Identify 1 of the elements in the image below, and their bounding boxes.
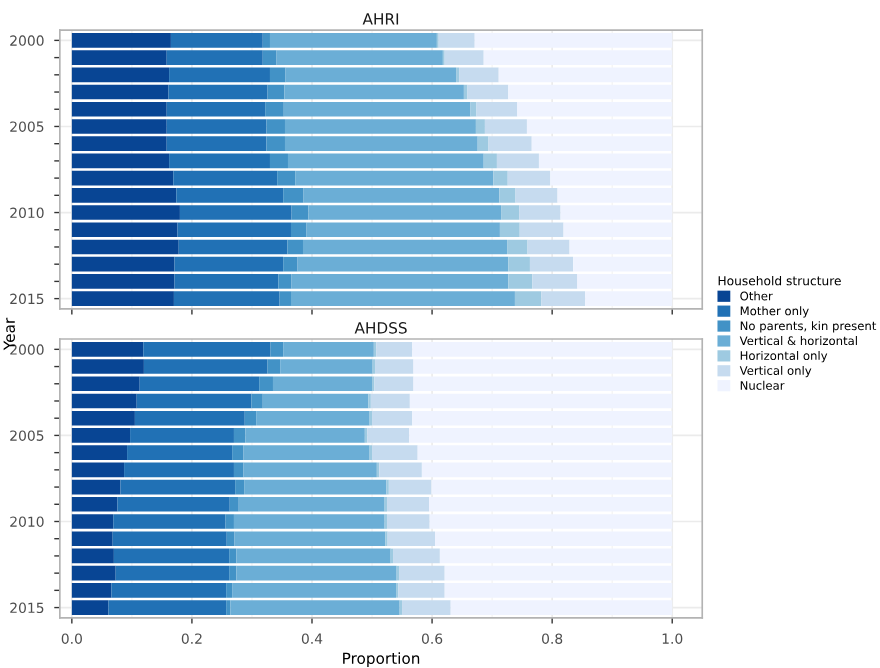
bar [470,101,477,117]
